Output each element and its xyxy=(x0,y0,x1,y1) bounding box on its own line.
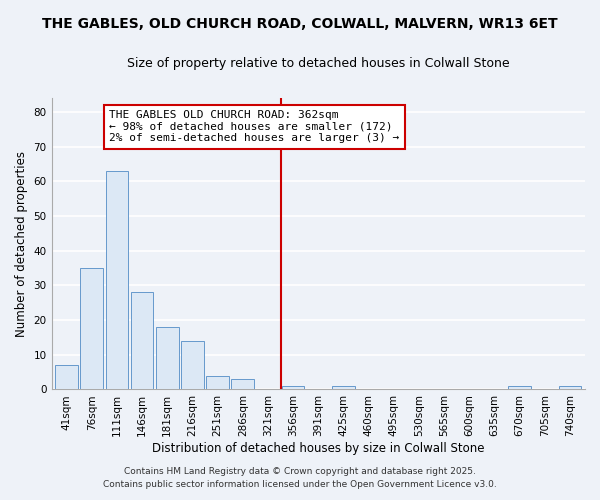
Bar xyxy=(559,386,581,390)
Bar xyxy=(156,327,179,390)
Bar xyxy=(80,268,103,390)
Text: THE GABLES OLD CHURCH ROAD: 362sqm
← 98% of detached houses are smaller (172)
2%: THE GABLES OLD CHURCH ROAD: 362sqm ← 98%… xyxy=(109,110,400,144)
Bar xyxy=(282,386,304,390)
Bar xyxy=(55,365,78,390)
X-axis label: Distribution of detached houses by size in Colwall Stone: Distribution of detached houses by size … xyxy=(152,442,485,455)
Y-axis label: Number of detached properties: Number of detached properties xyxy=(15,151,28,337)
Bar xyxy=(206,376,229,390)
Bar xyxy=(181,341,204,390)
Text: Contains HM Land Registry data © Crown copyright and database right 2025.
Contai: Contains HM Land Registry data © Crown c… xyxy=(103,468,497,489)
Bar xyxy=(106,171,128,390)
Bar xyxy=(131,292,154,390)
Text: THE GABLES, OLD CHURCH ROAD, COLWALL, MALVERN, WR13 6ET: THE GABLES, OLD CHURCH ROAD, COLWALL, MA… xyxy=(42,18,558,32)
Bar xyxy=(332,386,355,390)
Bar xyxy=(232,379,254,390)
Bar xyxy=(508,386,531,390)
Title: Size of property relative to detached houses in Colwall Stone: Size of property relative to detached ho… xyxy=(127,58,509,70)
